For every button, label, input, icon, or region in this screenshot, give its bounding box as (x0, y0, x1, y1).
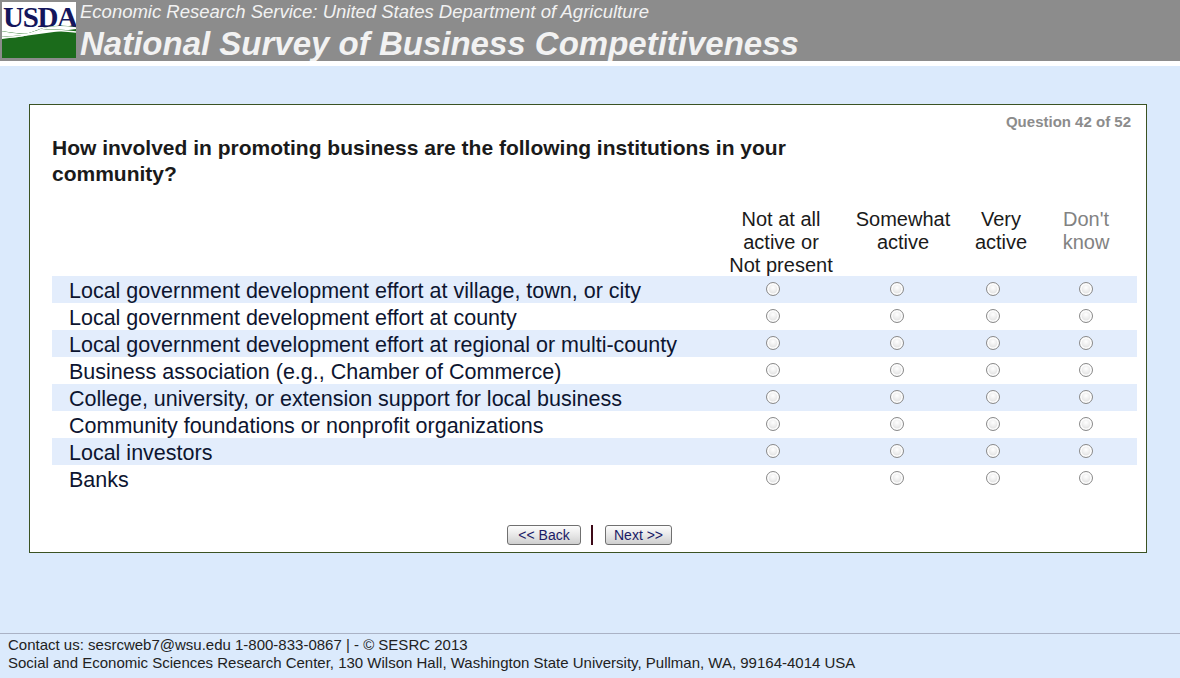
svg-text:USDA: USDA (3, 2, 76, 33)
